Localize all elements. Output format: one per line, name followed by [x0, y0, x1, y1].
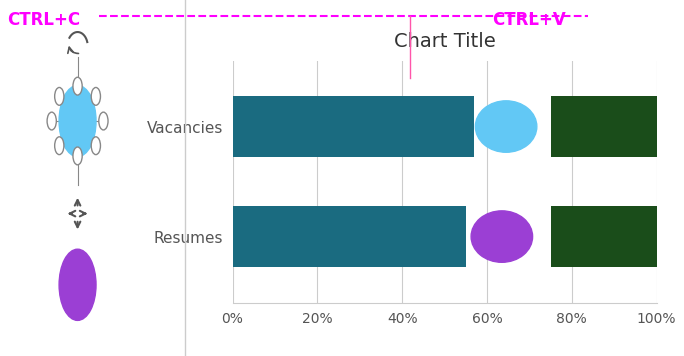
Ellipse shape — [471, 211, 533, 262]
Bar — [551, 96, 657, 157]
Circle shape — [91, 88, 101, 105]
Text: CTRL+V: CTRL+V — [492, 11, 566, 29]
Bar — [233, 206, 466, 267]
Bar — [551, 206, 657, 267]
Text: CTRL+C: CTRL+C — [7, 11, 80, 29]
Ellipse shape — [475, 101, 537, 152]
Circle shape — [91, 137, 101, 155]
Circle shape — [73, 147, 82, 165]
Bar — [233, 96, 474, 157]
Circle shape — [73, 77, 82, 95]
Circle shape — [59, 85, 96, 157]
Circle shape — [55, 137, 64, 155]
Circle shape — [55, 88, 64, 105]
Circle shape — [98, 112, 108, 130]
Circle shape — [47, 112, 56, 130]
Circle shape — [59, 249, 96, 320]
Title: Chart Title: Chart Title — [394, 32, 495, 51]
